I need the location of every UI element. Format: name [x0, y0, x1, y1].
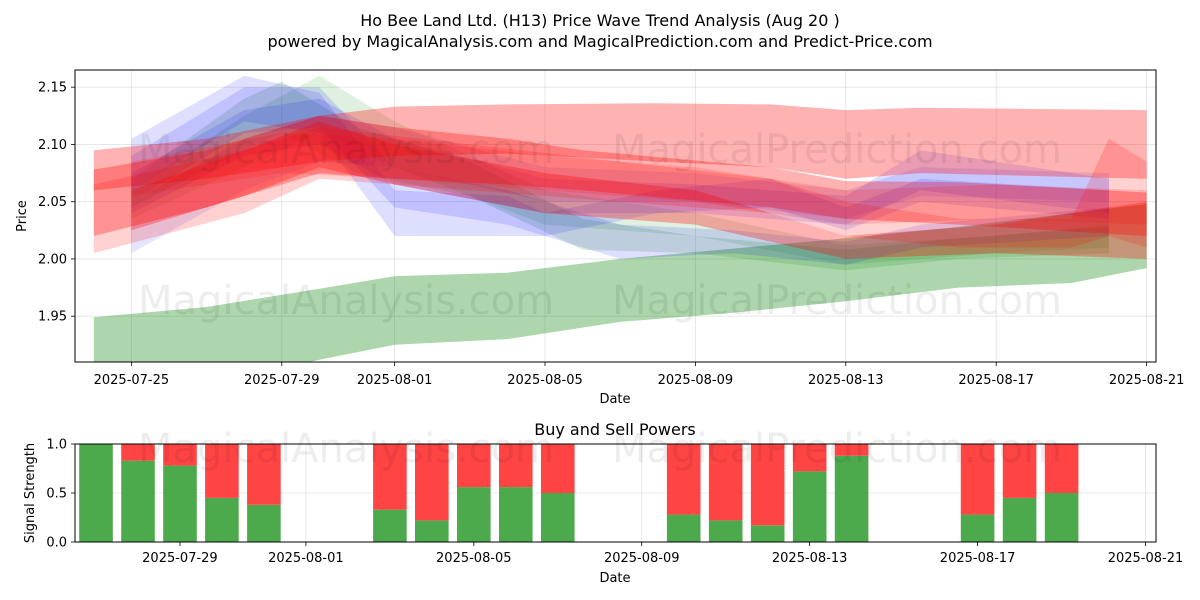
price-band-blue-4: [131, 87, 1109, 265]
price-x-tick-label: 2025-08-21: [1109, 373, 1185, 388]
buy-bar: [499, 487, 533, 542]
price-y-tick-label: 1.95: [38, 310, 67, 325]
sell-bar: [1002, 444, 1037, 498]
signal-x-axis-label: Date: [599, 571, 630, 586]
signal-x-tick-label: 2025-08-01: [268, 551, 344, 566]
price-y-axis: 1.95 2.00 2.05 2.10 2.15: [38, 81, 75, 325]
buy-bar: [205, 497, 239, 542]
price-x-axis-label: Date: [599, 392, 630, 407]
sell-bar: [499, 444, 533, 488]
signal-y-axis-label: Signal Strength: [23, 443, 38, 543]
price-x-tick-label: 2025-07-25: [94, 373, 170, 388]
watermark-analysis-top: MagicalAnalysis.com: [138, 127, 554, 173]
buy-bar: [1002, 497, 1037, 542]
price-x-tick-label: 2025-07-29: [244, 373, 320, 388]
chart-title: Ho Bee Land Ltd. (H13) Price Wave Trend …: [360, 11, 840, 30]
watermark-prediction-top: MagicalPrediction.com: [612, 127, 1062, 173]
price-band-red-7: [93, 103, 1147, 191]
price-band-red-10: [93, 127, 1147, 254]
sell-bar: [792, 444, 827, 472]
price-y-tick-label: 2.05: [38, 195, 67, 210]
buy-bar: [247, 504, 281, 542]
sell-bar: [666, 444, 701, 515]
price-y-tick-label: 2.10: [38, 138, 67, 153]
signal-x-tick-label: 2025-08-17: [940, 551, 1016, 566]
sell-bar: [834, 444, 869, 456]
buy-bar: [666, 514, 701, 542]
watermark-analysis-bottom: MagicalAnalysis.com: [138, 426, 554, 472]
price-y-tick-label: 2.00: [38, 252, 67, 267]
price-wave-bands: [93, 75, 1147, 362]
sell-bar: [457, 444, 491, 488]
sell-bar: [750, 444, 785, 526]
signal-x-axis: 2025-07-29 2025-08-01 2025-08-05 2025-08-09…: [142, 542, 1183, 566]
watermark-analysis-mid: MagicalAnalysis.com: [138, 278, 554, 324]
signal-x-tick-label: 2025-08-05: [436, 551, 512, 566]
sell-bar: [247, 444, 281, 505]
price-plot: MagicalAnalysis.com MagicalPrediction.co…: [15, 69, 1185, 407]
price-x-tick-label: 2025-08-05: [507, 373, 583, 388]
sell-bar: [121, 444, 155, 461]
price-band-red-8: [93, 115, 1147, 236]
signal-y-axis: 0.0 0.5 1.0: [46, 438, 75, 551]
buy-bar: [373, 509, 407, 542]
signal-x-tick-label: 2025-07-29: [142, 551, 218, 566]
price-x-tick-label: 2025-08-13: [808, 373, 884, 388]
sell-bar: [541, 444, 575, 493]
buy-bar: [415, 520, 449, 542]
sell-bar: [1044, 444, 1079, 493]
buy-bar: [457, 487, 491, 542]
buy-bar: [79, 444, 113, 542]
chart-subtitle: powered by MagicalAnalysis.com and Magic…: [267, 32, 932, 51]
sell-bar: [163, 444, 197, 466]
sell-bar: [415, 444, 449, 521]
signal-x-tick-label: 2025-08-21: [1108, 551, 1184, 566]
signal-y-tick-label: 0.5: [46, 487, 67, 502]
price-band-green-2: [131, 75, 1109, 265]
price-band-blue-6: [131, 115, 1109, 254]
buy-bar: [1044, 493, 1079, 542]
price-band-red-9: [131, 121, 1147, 259]
buy-bar: [750, 525, 785, 542]
buy-bar: [834, 455, 869, 542]
price-y-axis-label: Price: [15, 200, 30, 232]
signal-bars: [79, 444, 1079, 542]
buy-bar: [121, 460, 155, 542]
signal-plot-title: Buy and Sell Powers: [534, 420, 696, 439]
price-plot-frame: [74, 69, 1157, 363]
watermark-prediction-bottom: MagicalPrediction.com: [612, 426, 1062, 472]
price-band-blue-5: [131, 98, 1109, 225]
price-grid: [75, 70, 1156, 362]
buy-bar: [792, 471, 827, 542]
sell-bar: [205, 444, 239, 498]
signal-y-tick-label: 0.0: [46, 536, 67, 551]
watermark-prediction-mid: MagicalPrediction.com: [612, 278, 1062, 324]
signal-x-tick-label: 2025-08-13: [772, 551, 848, 566]
buy-bar: [541, 493, 575, 542]
buy-bar: [960, 514, 995, 542]
price-x-tick-label: 2025-08-09: [658, 373, 734, 388]
sell-bar: [960, 444, 995, 515]
signal-y-tick-label: 1.0: [46, 438, 67, 453]
sell-bar: [708, 444, 743, 521]
price-band-green-0: [93, 204, 1147, 362]
price-plot-frame-bg: [75, 70, 1156, 362]
signal-plot: Buy and Sell Powers MagicalAnalysis.com …: [23, 420, 1183, 586]
price-band-red-11: [131, 133, 1147, 225]
price-x-tick-label: 2025-08-17: [958, 373, 1034, 388]
sell-bar: [373, 444, 407, 510]
buy-bar: [163, 465, 197, 542]
buy-bar: [708, 520, 743, 542]
price-band-blue-3: [131, 75, 1109, 236]
price-band-green-1: [131, 81, 1109, 271]
price-y-tick-label: 2.15: [38, 81, 67, 96]
price-x-tick-label: 2025-08-01: [357, 373, 433, 388]
price-x-axis: 2025-07-25 2025-07-29 2025-08-01 2025-08-05…: [94, 362, 1185, 388]
signal-x-tick-label: 2025-08-09: [604, 551, 680, 566]
